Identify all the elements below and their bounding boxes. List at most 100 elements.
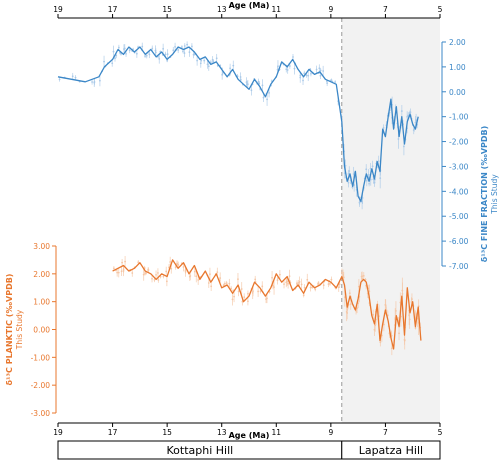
fine-fraction-raw-point [196,59,199,62]
fine-fraction-raw-point [103,60,105,63]
fine-fraction-raw-point [402,145,405,148]
planktic-raw-point [165,280,168,283]
fine-fraction-raw-point [303,72,306,75]
planktic-raw-point [222,284,225,287]
bottom-x-tick-label: 5 [438,428,443,437]
fine-fraction-raw-point [326,82,329,84]
planktic-tick-label: 2.00 [33,270,50,279]
planktic-raw-point [382,323,385,326]
planktic-raw-point [272,284,274,287]
fine-fraction-raw-point [365,179,368,182]
fine-fraction-raw-point [288,65,291,67]
fine-fraction-raw-point [277,65,279,68]
planktic-raw-point [314,288,317,291]
bottom-x-tick-label: 19 [53,428,63,437]
planktic-raw-point [230,287,233,290]
fine-fraction-tick-label: -7.00 [449,262,469,271]
planktic-raw-point [121,261,124,264]
planktic-raw-point [346,307,349,310]
fine-fraction-raw-point [379,177,382,180]
planktic-tick-label: 0.00 [33,326,50,335]
planktic-raw-point [174,266,177,269]
planktic-raw-point [193,270,196,273]
fine-fraction-raw-point [262,96,265,99]
planktic-raw-point [225,282,228,284]
fine-fraction-raw-point [115,54,118,57]
planktic-raw-point [384,304,387,307]
lapatza-shaded-region [341,18,440,423]
fine-fraction-raw-point [206,63,209,66]
fine-fraction-raw-point [117,46,120,49]
planktic-raw-point [259,290,262,293]
planktic-raw-point [288,275,291,278]
fine-fraction-raw-point [182,50,184,53]
fine-fraction-raw-point [319,69,322,72]
fine-fraction-y-axis: 2.00 1.00 0.00 -1.00 -2.00 -3.00 -4.00 -5.00 -6.… [441,38,469,271]
fine-fraction-raw-point [302,79,304,82]
fine-fraction-raw-point [162,47,165,50]
top-x-tick-label: 11 [272,5,282,14]
fine-fraction-raw-point [128,49,131,52]
planktic-raw-point [233,295,235,298]
planktic-raw-point [403,338,406,341]
planktic-raw-point [137,261,140,264]
fine-fraction-raw-point [377,160,380,163]
planktic-raw-point [252,290,254,293]
fine-fraction-raw-point [250,89,253,92]
fine-fraction-raw-point [181,46,183,48]
planktic-raw-point [142,273,145,276]
fine-fraction-raw-point [415,119,417,121]
fine-fraction-raw-point [347,173,350,175]
fine-fraction-raw-point [166,53,169,55]
planktic-raw-point [302,294,305,297]
planktic-raw-point [169,261,172,263]
planktic-raw-point [273,286,275,289]
fine-fraction-raw-point [71,75,74,78]
planktic-tick-label: 1.00 [33,298,50,307]
fine-fraction-tick-label: -6.00 [449,237,469,246]
planktic-raw-point [329,282,331,285]
fine-fraction-raw-point [239,78,242,81]
bottom-x-tick-label: 15 [162,428,172,437]
fine-fraction-raw-point [172,49,175,52]
planktic-raw-point [237,278,239,281]
fine-fraction-raw-point [382,126,385,129]
top-x-axis-label: Age (Ma) [229,1,270,10]
fine-fraction-raw-point [145,54,148,57]
fine-fraction-tick-label: -3.00 [449,162,469,171]
fine-fraction-raw-point [352,173,355,175]
fine-fraction-raw-point [246,83,248,86]
fine-fraction-raw-point [93,80,96,83]
planktic-raw-point [122,269,125,272]
fine-fraction-raw-point [141,45,144,48]
fine-fraction-raw-point [319,74,322,77]
planktic-raw-point [278,273,281,276]
planktic-raw-point [124,260,126,263]
fine-fraction-raw-point [371,165,374,168]
fine-fraction-raw-point [365,168,368,171]
planktic-raw-point [414,327,417,329]
fine-fraction-raw-point [154,51,157,54]
planktic-raw-point [362,274,365,277]
top-x-tick-label: 7 [383,5,388,14]
fine-fraction-series [57,41,419,210]
planktic-raw-point [257,290,260,293]
planktic-raw-point [197,279,200,281]
fine-fraction-raw-point [347,181,350,184]
planktic-raw-point [296,283,298,285]
planktic-raw-point [340,271,343,274]
planktic-raw-point [287,282,290,285]
planktic-raw-point [349,303,352,306]
planktic-raw-point [330,278,333,281]
fine-fraction-raw-point [174,45,176,48]
bottom-x-tick-label: 17 [108,428,118,437]
fine-fraction-raw-point [229,67,232,70]
planktic-tick-label: -3.00 [31,409,51,418]
fine-fraction-raw-point [315,68,318,71]
fine-fraction-raw-point [123,47,126,50]
band-label: Lapatza Hill [359,444,423,457]
planktic-raw-point [379,341,382,344]
planktic-raw-point [327,283,330,285]
planktic-tick-label: -2.00 [31,381,51,390]
